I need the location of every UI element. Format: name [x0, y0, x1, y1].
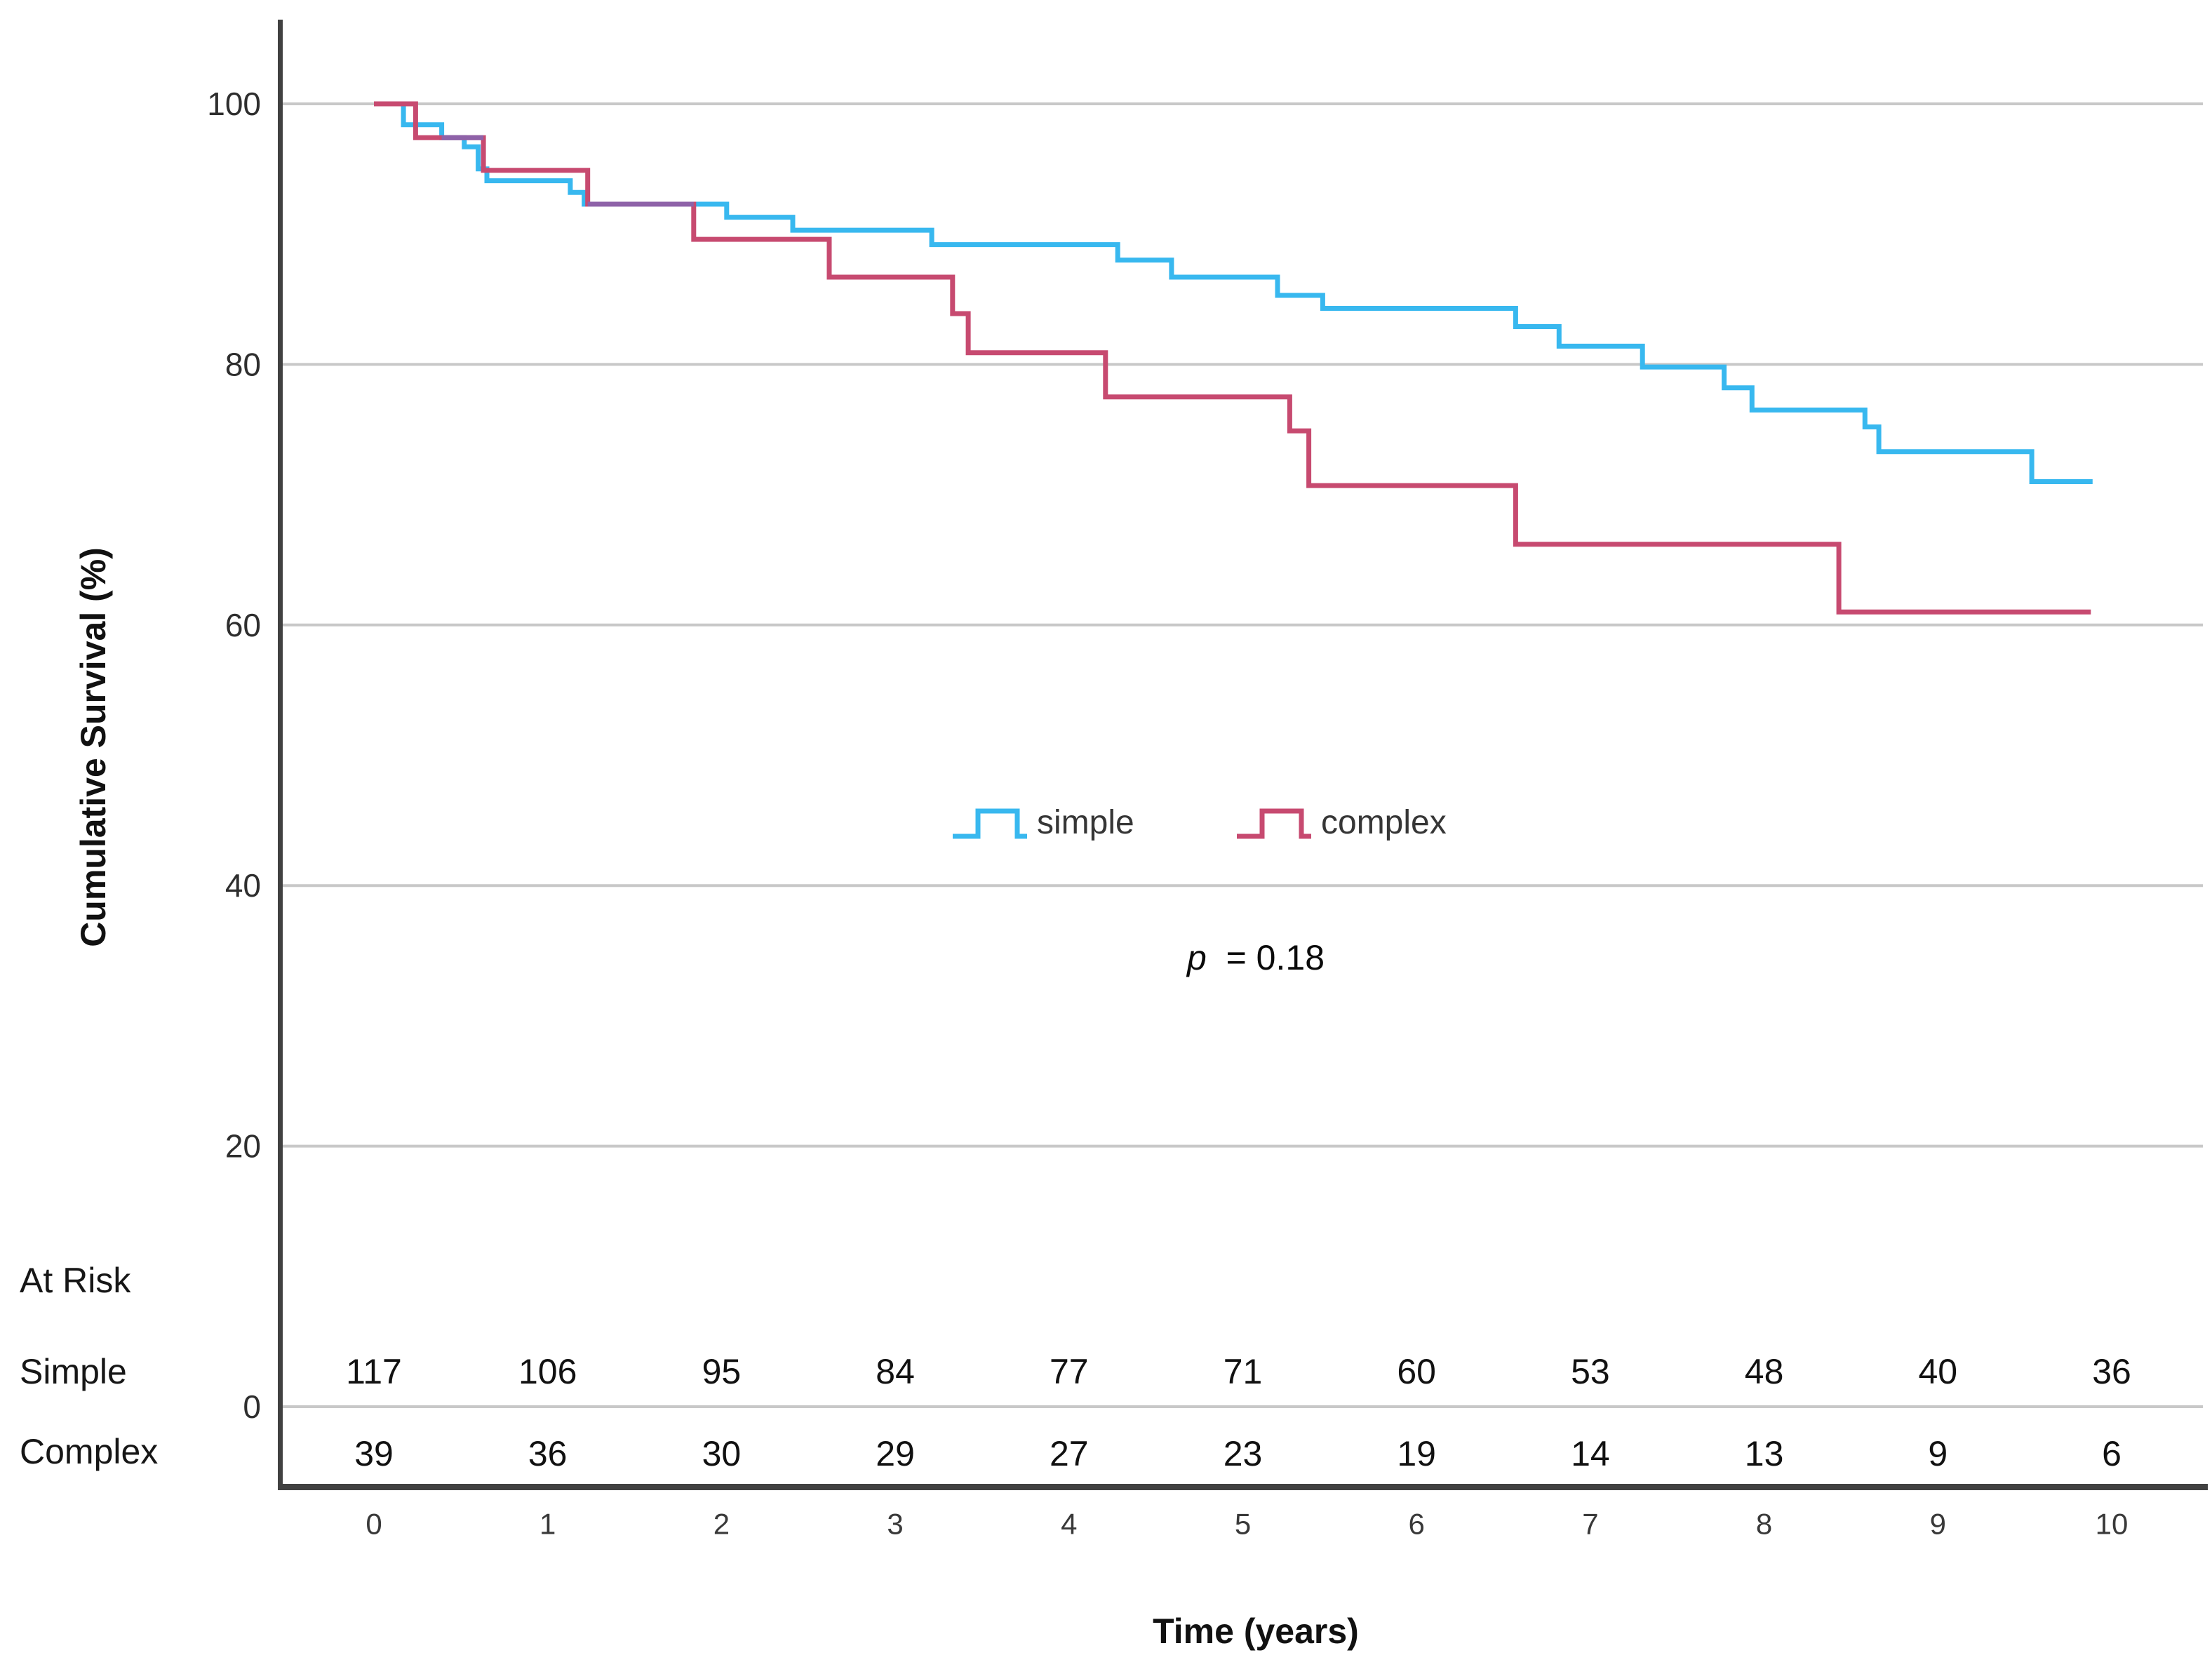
legend-label-complex: complex: [1321, 804, 1447, 841]
at-risk-value-simple-10: 36: [2092, 1352, 2131, 1391]
at-risk-value-complex-5: 23: [1224, 1434, 1263, 1473]
legend-item-simple: simple: [953, 804, 1134, 841]
simple-step-line-icon: [953, 808, 1027, 839]
x-axis-tick-labels: 0 1 2 3 4 5 6 7 8 9 10: [366, 1508, 2128, 1541]
survival-curves: [374, 101, 2093, 615]
at-risk-value-simple-0: 117: [346, 1352, 402, 1391]
x-tick-label-6: 6: [1409, 1508, 1425, 1541]
y-tick-label-40: 40: [225, 867, 261, 904]
p-value-annotation: p = 0.18: [1186, 938, 1325, 977]
at-risk-value-simple-8: 48: [1745, 1352, 1784, 1391]
x-tick-label-8: 8: [1756, 1508, 1772, 1541]
at-risk-row-label-simple: Simple: [20, 1352, 127, 1391]
complex-step-line-icon: [1237, 808, 1311, 839]
x-tick-label-2: 2: [713, 1508, 730, 1541]
x-tick-label-0: 0: [366, 1508, 382, 1541]
at-risk-value-simple-5: 71: [1224, 1352, 1263, 1391]
at-risk-value-complex-6: 19: [1397, 1434, 1436, 1473]
y-axis-title: Cumulative Survival (%): [74, 547, 113, 947]
axes: [278, 20, 2208, 1490]
at-risk-values: 117 106 95 84 77 71 60 53 48 40 36 39 36 30 29 27 23 19 14…: [346, 1352, 2131, 1473]
p-value-number: = 0.18: [1216, 938, 1325, 977]
at-risk-row-label-complex: Complex: [20, 1432, 158, 1471]
p-value-symbol: p: [1186, 938, 1207, 977]
at-risk-value-complex-4: 27: [1050, 1434, 1089, 1473]
at-risk-value-complex-8: 13: [1745, 1434, 1784, 1473]
at-risk-value-simple-4: 77: [1050, 1352, 1089, 1391]
y-axis-line: [278, 20, 283, 1490]
at-risk-value-complex-10: 6: [2102, 1434, 2121, 1473]
y-tick-label-20: 20: [225, 1128, 261, 1165]
x-axis-line: [278, 1484, 2208, 1490]
at-risk-value-complex-0: 39: [354, 1434, 394, 1473]
survival-curve-complex: [374, 101, 2091, 615]
gridlines: [280, 102, 2203, 1408]
x-tick-label-9: 9: [1930, 1508, 1946, 1541]
x-tick-label-3: 3: [887, 1508, 903, 1541]
at-risk-value-simple-9: 40: [1918, 1352, 1957, 1391]
at-risk-value-simple-3: 84: [876, 1352, 915, 1391]
at-risk-value-simple-7: 53: [1571, 1352, 1610, 1391]
at-risk-value-complex-7: 14: [1571, 1434, 1610, 1473]
survival-curve-simple: [374, 101, 2093, 484]
at-risk-value-complex-9: 9: [1928, 1434, 1948, 1473]
y-tick-label-100: 100: [207, 86, 261, 122]
y-axis-tick-labels: 100 80 60 40 20 0: [207, 86, 261, 1425]
x-tick-label-1: 1: [539, 1508, 556, 1541]
x-tick-label-7: 7: [1582, 1508, 1598, 1541]
legend-label-simple: simple: [1037, 804, 1134, 841]
x-tick-label-5: 5: [1235, 1508, 1251, 1541]
at-risk-value-complex-2: 30: [702, 1434, 742, 1473]
x-axis-title: Time (years): [1153, 1612, 1359, 1651]
at-risk-value-simple-2: 95: [702, 1352, 742, 1391]
x-tick-label-10: 10: [2096, 1508, 2129, 1541]
at-risk-value-complex-1: 36: [528, 1434, 568, 1473]
y-tick-label-60: 60: [225, 607, 261, 643]
legend: simple complex: [953, 804, 1447, 841]
y-tick-label-80: 80: [225, 346, 261, 382]
at-risk-value-complex-3: 29: [876, 1434, 915, 1473]
at-risk-table-labels: At Risk Simple Complex: [20, 1261, 158, 1471]
at-risk-value-simple-1: 106: [518, 1352, 577, 1391]
x-tick-label-4: 4: [1061, 1508, 1077, 1541]
y-tick-label-0: 0: [243, 1388, 261, 1425]
at-risk-heading: At Risk: [20, 1261, 131, 1300]
legend-item-complex: complex: [1237, 804, 1447, 841]
at-risk-value-simple-6: 60: [1397, 1352, 1436, 1391]
